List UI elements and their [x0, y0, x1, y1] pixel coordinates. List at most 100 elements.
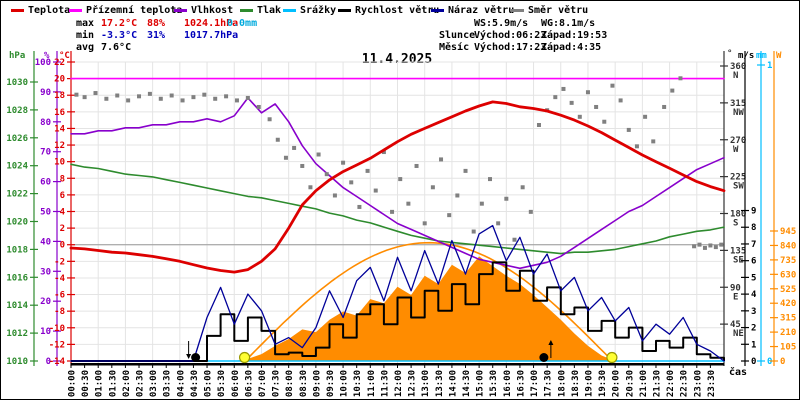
- svg-text:1020: 1020: [6, 218, 28, 228]
- pressure-legend-swatch: [240, 9, 253, 12]
- svg-text:09:30: 09:30: [326, 370, 336, 397]
- svg-text:-14: -14: [49, 357, 66, 367]
- svg-text:09:00: 09:00: [312, 370, 322, 397]
- svg-text:0: 0: [60, 241, 65, 251]
- svg-text:-8: -8: [54, 307, 65, 317]
- svg-text:04:30: 04:30: [190, 370, 200, 397]
- svg-text:N: N: [733, 71, 738, 81]
- astro-rise: Východ:06:23: [474, 30, 547, 41]
- svg-text:0: 0: [46, 357, 51, 367]
- svg-text:1014: 1014: [6, 301, 28, 311]
- svg-text:10: 10: [40, 327, 51, 337]
- svg-text:1030: 1030: [6, 78, 28, 88]
- svg-text:90: 90: [730, 283, 741, 293]
- svg-text:135: 135: [730, 246, 746, 256]
- svg-text:16:00: 16:00: [503, 370, 513, 397]
- svg-text:-4: -4: [54, 274, 65, 284]
- legend-item-pressure: Tlak: [257, 5, 282, 16]
- svg-text:3: 3: [751, 307, 756, 317]
- svg-text:225: 225: [730, 173, 746, 183]
- svg-text:03:00: 03:00: [149, 370, 159, 397]
- svg-text:0: 0: [780, 357, 785, 367]
- legend-item-ground-temp: Přízemní teplota: [86, 5, 183, 16]
- svg-text:22:30: 22:30: [680, 370, 690, 397]
- svg-text:6: 6: [60, 191, 65, 201]
- svg-text:2: 2: [751, 324, 756, 334]
- svg-text:12: 12: [54, 141, 65, 151]
- pressure-axis-header: hPa: [9, 51, 26, 61]
- svg-text:19:30: 19:30: [598, 370, 608, 397]
- marker-sun: [238, 351, 251, 364]
- humidity-legend-swatch: [174, 9, 187, 12]
- svg-text:14:30: 14:30: [462, 370, 472, 397]
- svg-text:04:00: 04:00: [176, 370, 186, 397]
- svg-text:2: 2: [60, 224, 65, 234]
- stats-value: 0.0mm: [227, 18, 258, 29]
- svg-text:40: 40: [40, 237, 51, 247]
- radiation-axis-header: W: [776, 51, 782, 61]
- stats-row-label-min: min: [76, 30, 95, 41]
- svg-text:8: 8: [60, 174, 65, 184]
- marker-moon: [539, 353, 549, 362]
- legend-item-wind-gust: Náraz větru: [448, 5, 515, 16]
- series-pressure: [70, 163, 725, 255]
- axis-humidity: 0 10 20 30 40 50 60 70 80 90 100: [35, 51, 61, 367]
- svg-text:21:00: 21:00: [639, 370, 649, 397]
- svg-text:360: 360: [730, 62, 746, 72]
- humidity-axis-header: %: [44, 51, 50, 61]
- svg-text:SW: SW: [733, 182, 744, 192]
- svg-text:1012: 1012: [6, 329, 28, 339]
- svg-text:15:30: 15:30: [489, 370, 499, 397]
- svg-text:1022: 1022: [6, 190, 28, 200]
- svg-text:18:30: 18:30: [571, 370, 581, 397]
- axis-radiation: 0 105 210 315 420 525 630 735 840 945: [770, 51, 796, 367]
- svg-text:17:00: 17:00: [530, 370, 540, 397]
- svg-text:-2: -2: [54, 257, 65, 267]
- astro-set: Západ:19:53: [541, 30, 608, 41]
- svg-text:07:30: 07:30: [272, 370, 282, 397]
- svg-text:6: 6: [751, 257, 756, 267]
- wind-dir-legend-swatch: [511, 9, 524, 12]
- svg-text:14:00: 14:00: [448, 370, 458, 397]
- stats-row-label-max: max: [76, 18, 95, 29]
- svg-text:14: 14: [54, 124, 65, 134]
- legend-item-wind-speed: Rychlost větru: [355, 5, 440, 16]
- stats-value: 31%: [147, 30, 166, 41]
- wind-gust-max: WG:8.1m/s: [541, 18, 596, 29]
- time-axis: 00:00 00:30 01:00 01:30 02:00 02:30 03:00 03:30…: [68, 363, 717, 397]
- svg-text:10: 10: [54, 158, 65, 168]
- ground-temp-legend-swatch: [69, 9, 82, 12]
- legend-item-temp: Teplota: [28, 5, 71, 16]
- svg-text:105: 105: [780, 343, 796, 353]
- temperature-axis-header: °C: [59, 51, 70, 61]
- legend-item-wind-dir: Směr větru: [528, 5, 589, 16]
- svg-text:01:30: 01:30: [108, 370, 118, 397]
- svg-text:1024: 1024: [6, 162, 28, 172]
- axis-pressure: 1010 1012 1014 1016 1018 1020 1022 1024 1026 1028…: [6, 51, 38, 367]
- svg-text:21:30: 21:30: [652, 370, 662, 397]
- svg-text:S: S: [733, 219, 738, 229]
- stats-value: 1017.7hPa: [184, 30, 239, 41]
- svg-text:20:00: 20:00: [612, 370, 622, 397]
- series-wind-dir: [74, 76, 724, 250]
- wind-speed-max: WS:5.9m/s: [474, 18, 529, 29]
- svg-text:20: 20: [40, 297, 51, 307]
- svg-text:22: 22: [54, 58, 65, 68]
- svg-text:80: 80: [40, 118, 51, 128]
- svg-text:20: 20: [54, 75, 65, 85]
- svg-text:12:00: 12:00: [394, 370, 404, 397]
- svg-text:-10: -10: [49, 324, 65, 334]
- svg-text:W: W: [733, 145, 739, 155]
- svg-text:4: 4: [751, 290, 757, 300]
- legend-item-precip: Srážky: [300, 5, 337, 16]
- svg-text:05:30: 05:30: [217, 370, 227, 397]
- svg-text:735: 735: [780, 256, 796, 266]
- svg-text:02:00: 02:00: [122, 370, 132, 397]
- svg-text:23:30: 23:30: [707, 370, 717, 397]
- astro-rise: Východ:17:23: [474, 42, 547, 53]
- svg-text:0: 0: [751, 357, 756, 367]
- svg-text:1010: 1010: [6, 357, 28, 367]
